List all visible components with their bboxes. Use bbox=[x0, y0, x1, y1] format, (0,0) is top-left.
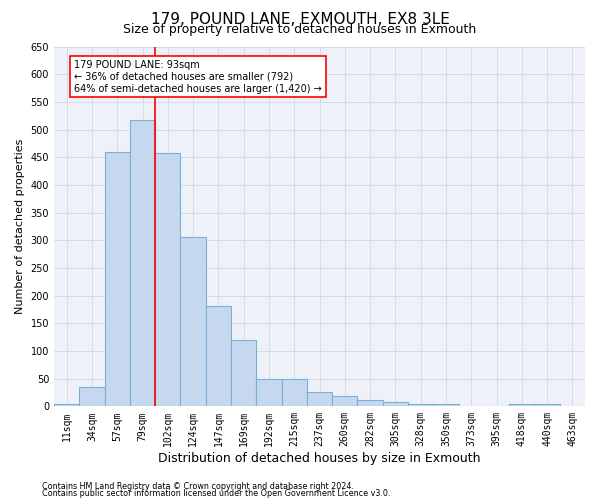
Bar bbox=[433, 404, 458, 406]
Bar bbox=[181, 238, 206, 406]
Bar bbox=[383, 402, 408, 406]
Text: 179, POUND LANE, EXMOUTH, EX8 3LE: 179, POUND LANE, EXMOUTH, EX8 3LE bbox=[151, 12, 449, 28]
Bar bbox=[155, 153, 181, 406]
Bar bbox=[206, 306, 231, 406]
X-axis label: Distribution of detached houses by size in Exmouth: Distribution of detached houses by size … bbox=[158, 452, 481, 465]
Text: Size of property relative to detached houses in Exmouth: Size of property relative to detached ho… bbox=[124, 22, 476, 36]
Bar bbox=[281, 378, 307, 406]
Bar bbox=[256, 378, 281, 406]
Bar bbox=[79, 387, 104, 406]
Bar bbox=[130, 120, 155, 406]
Text: Contains HM Land Registry data © Crown copyright and database right 2024.: Contains HM Land Registry data © Crown c… bbox=[42, 482, 354, 491]
Text: Contains public sector information licensed under the Open Government Licence v3: Contains public sector information licen… bbox=[42, 489, 391, 498]
Text: 179 POUND LANE: 93sqm
← 36% of detached houses are smaller (792)
64% of semi-det: 179 POUND LANE: 93sqm ← 36% of detached … bbox=[74, 60, 322, 94]
Bar bbox=[332, 396, 358, 406]
Bar bbox=[307, 392, 332, 406]
Y-axis label: Number of detached properties: Number of detached properties bbox=[15, 138, 25, 314]
Bar bbox=[509, 404, 535, 406]
Bar bbox=[358, 400, 383, 406]
Bar bbox=[408, 404, 433, 406]
Bar bbox=[104, 152, 130, 406]
Bar bbox=[54, 404, 79, 406]
Bar bbox=[231, 340, 256, 406]
Bar bbox=[535, 404, 560, 406]
